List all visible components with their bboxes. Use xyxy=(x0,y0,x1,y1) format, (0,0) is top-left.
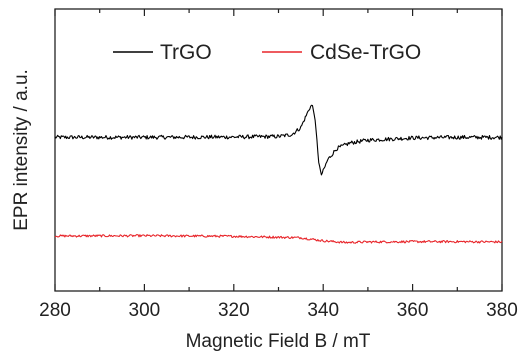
x-tick-label-380: 380 xyxy=(486,300,518,321)
tick-marks xyxy=(54,9,503,291)
x-tick-label-320: 320 xyxy=(218,300,250,321)
legend-label-trgo: TrGO xyxy=(160,41,212,64)
y-axis-title: EPR intensity / a.u. xyxy=(11,69,32,231)
x-tick-labels: 280 300 320 340 360 380 xyxy=(39,300,518,321)
x-axis-title: Magnetic Field B / mT xyxy=(186,331,371,352)
legend: TrGO CdSe-TrGO xyxy=(113,41,421,64)
series-layer xyxy=(54,104,503,244)
series-line-cdse-trgo xyxy=(54,234,503,244)
x-tick-label-360: 360 xyxy=(397,300,429,321)
legend-label-cdse-trgo: CdSe-TrGO xyxy=(310,41,421,64)
x-tick-label-300: 300 xyxy=(129,300,161,321)
x-tick-label-340: 340 xyxy=(307,300,339,321)
x-tick-label-280: 280 xyxy=(39,300,71,321)
series-line-trgo xyxy=(54,104,503,176)
